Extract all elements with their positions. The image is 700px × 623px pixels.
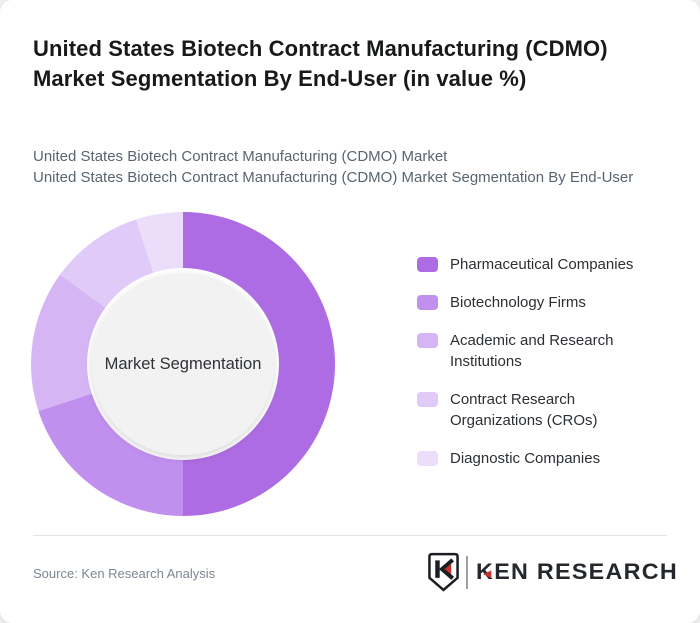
legend-item: Biotechnology Firms	[417, 292, 657, 313]
legend-item: Contract Research Organizations (CROs)	[417, 389, 657, 431]
footer-divider	[33, 535, 667, 536]
legend-item: Academic and Research Institutions	[417, 330, 657, 372]
chart-subtitle-segmentation: United States Biotech Contract Manufactu…	[33, 169, 634, 186]
page-title: United States Biotech Contract Manufactu…	[33, 36, 608, 91]
logo-red-arrow-icon: ◄	[480, 566, 496, 581]
wordmark-rest: EN RESEARCH	[494, 559, 679, 584]
legend-swatch	[417, 333, 438, 348]
logo-shield-icon	[428, 552, 460, 592]
logo-divider	[466, 555, 469, 589]
wordmark-k: K	[476, 559, 495, 584]
source-text: Source: Ken Research Analysis	[33, 566, 216, 581]
chart-subtitle-market: United States Biotech Contract Manufactu…	[33, 148, 448, 165]
legend-label: Biotechnology Firms	[450, 294, 586, 311]
donut-center-circle	[92, 273, 274, 455]
logo-wordmark: K◄EN RESEARCH	[476, 559, 678, 585]
chart-legend: Pharmaceutical Companies Biotechnology F…	[417, 254, 657, 469]
chart-subtitles: United States Biotech Contract Manufactu…	[33, 146, 683, 188]
ken-research-logo: K◄EN RESEARCH	[428, 551, 677, 593]
legend-label: Diagnostic Companies	[450, 450, 601, 467]
legend-label: Contract Research Organizations (CROs)	[450, 391, 598, 429]
legend-swatch	[417, 257, 438, 272]
legend-swatch	[417, 295, 438, 310]
legend-item: Pharmaceutical Companies	[417, 254, 657, 275]
donut-slice	[136, 212, 183, 273]
legend-label: Academic and Research Institutions	[450, 332, 614, 370]
donut-slice	[183, 212, 335, 516]
legend-item: Diagnostic Companies	[417, 448, 657, 469]
legend-swatch	[417, 451, 438, 466]
legend-label: Pharmaceutical Companies	[450, 256, 634, 273]
donut-chart-svg	[31, 212, 335, 516]
legend-swatch	[417, 392, 438, 407]
donut-slice	[31, 274, 106, 411]
donut-slice	[38, 393, 183, 516]
donut-chart: Market Segmentation	[31, 212, 335, 516]
donut-slice	[60, 219, 154, 308]
